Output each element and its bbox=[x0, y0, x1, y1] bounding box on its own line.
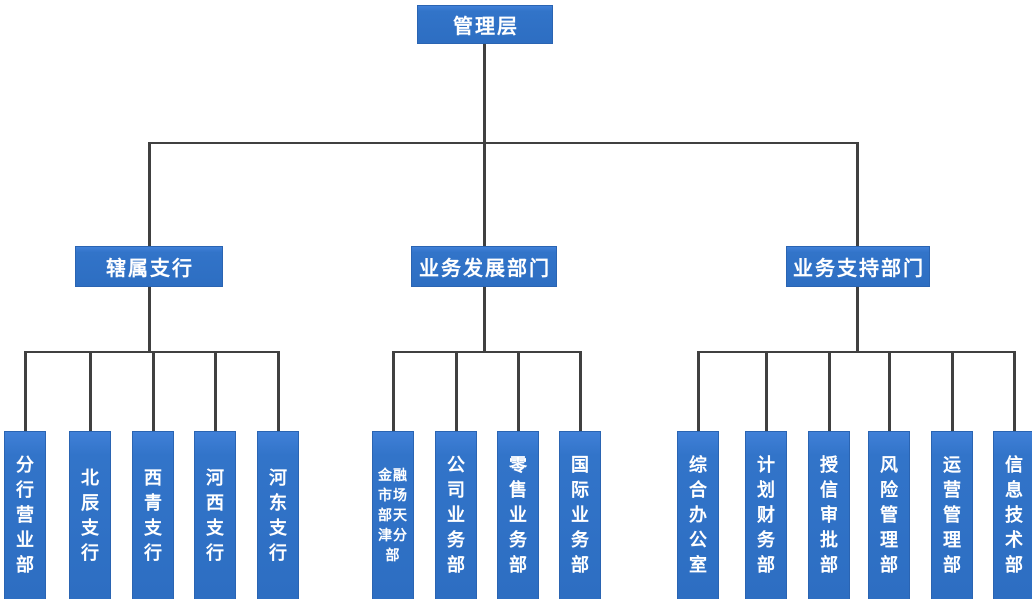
connector-line bbox=[579, 351, 582, 431]
node-branch-business-dept: 分行营业部 bbox=[4, 431, 46, 599]
connector-line bbox=[517, 351, 520, 431]
connector-line bbox=[1013, 351, 1016, 431]
connector-line bbox=[856, 142, 859, 246]
node-credit-approval-dept: 授信审批部 bbox=[808, 431, 850, 599]
node-financial-markets-tianjin-dept: 金融市场部天津分部 bbox=[372, 431, 414, 599]
connector-line bbox=[148, 142, 859, 144]
node-management: 管理层 bbox=[417, 5, 553, 44]
node-planning-finance-dept: 计划财务部 bbox=[745, 431, 787, 599]
connector-line bbox=[24, 351, 27, 431]
node-business-development-depts: 业务发展部门 bbox=[411, 246, 557, 287]
connector-line bbox=[392, 351, 581, 353]
connector-line bbox=[483, 44, 486, 144]
node-corporate-banking-dept: 公司业务部 bbox=[435, 431, 477, 599]
connector-line bbox=[455, 351, 458, 431]
connector-line bbox=[856, 287, 859, 353]
connector-line bbox=[828, 351, 831, 431]
node-retail-banking-dept: 零售业务部 bbox=[497, 431, 539, 599]
connector-line bbox=[277, 351, 280, 431]
connector-line bbox=[392, 351, 395, 431]
connector-line bbox=[24, 351, 279, 353]
connector-line bbox=[483, 142, 486, 246]
node-business-support-depts: 业务支持部门 bbox=[786, 246, 930, 287]
node-international-banking-dept: 国际业务部 bbox=[559, 431, 601, 599]
connector-line bbox=[697, 351, 700, 431]
node-beichen-branch: 北辰支行 bbox=[69, 431, 111, 599]
node-risk-management-dept: 风险管理部 bbox=[868, 431, 910, 599]
connector-line bbox=[888, 351, 891, 431]
node-xiqing-branch: 西青支行 bbox=[132, 431, 174, 599]
connector-line bbox=[483, 287, 486, 353]
node-hexi-branch: 河西支行 bbox=[194, 431, 236, 599]
connector-line bbox=[148, 287, 151, 353]
connector-line bbox=[765, 351, 768, 431]
connector-line bbox=[697, 351, 1015, 353]
node-information-technology-dept: 信息技术部 bbox=[993, 431, 1032, 599]
node-general-office: 综合办公室 bbox=[677, 431, 719, 599]
connector-line bbox=[951, 351, 954, 431]
node-hedong-branch: 河东支行 bbox=[257, 431, 299, 599]
connector-line bbox=[89, 351, 92, 431]
connector-line bbox=[148, 142, 151, 246]
connector-line bbox=[152, 351, 155, 431]
node-operations-management-dept: 运营管理部 bbox=[931, 431, 973, 599]
node-subordinate-branches: 辖属支行 bbox=[75, 246, 223, 287]
connector-line bbox=[214, 351, 217, 431]
